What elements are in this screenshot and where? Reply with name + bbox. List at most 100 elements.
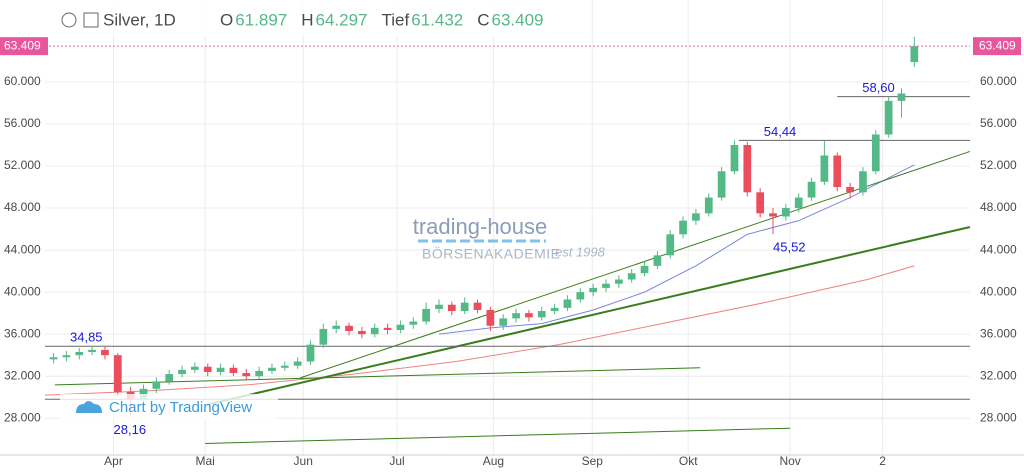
y-tick-label: 32.000: [980, 368, 1017, 382]
candle-body: [409, 321, 418, 325]
ohlc-value: 64.297: [316, 10, 368, 29]
ohlc-label: H: [301, 10, 313, 29]
candle-body: [756, 192, 765, 214]
watermark-est: est 1998: [555, 244, 606, 259]
x-tick-label: Jul: [389, 454, 404, 468]
y-tick-label: 56.000: [980, 116, 1017, 130]
y-tick-label: 40.000: [980, 284, 1017, 298]
candle-body: [293, 361, 302, 366]
ohlc-value: 61.897: [235, 10, 287, 29]
candle-body: [332, 325, 341, 329]
tv-logo: [76, 401, 102, 413]
candle-body: [113, 355, 122, 392]
watermark-title: trading-house: [413, 214, 548, 239]
candle-body: [178, 369, 186, 375]
ohlc-label: Tief: [382, 10, 410, 29]
y-tick-label: 32.000: [4, 368, 41, 382]
candle-body: [75, 352, 84, 356]
candle-body: [743, 145, 752, 193]
grid: [0, 0, 1024, 456]
header-bg: [0, 0, 560, 36]
candle-body: [319, 328, 328, 345]
watermark-sub: BÖRSENAKADEMIE: [422, 245, 560, 262]
candle-body: [871, 134, 880, 172]
candle-body: [358, 331, 366, 335]
y-tick-label: 48.000: [980, 200, 1017, 214]
candle-body: [280, 365, 289, 368]
x-tick-label: Aug: [483, 454, 504, 468]
candle-body: [525, 313, 533, 318]
candle-body: [627, 273, 636, 280]
candle-body: [730, 145, 739, 172]
candle-body: [447, 304, 456, 312]
ohlc-value: 63.409: [492, 10, 544, 29]
moving-average: [44, 265, 915, 396]
y-tick-label: 28.000: [980, 410, 1017, 424]
candle-body: [717, 171, 726, 198]
trendline: [54, 367, 701, 386]
compare-icon[interactable]: [83, 12, 99, 28]
candle-body: [345, 325, 353, 332]
candle-body: [807, 181, 816, 198]
y-tick-label: 52.000: [980, 158, 1017, 172]
candle-body: [486, 309, 495, 326]
annotation: 28,16: [114, 422, 147, 437]
y-tick-label: 28.000: [4, 410, 41, 424]
candle-body: [396, 324, 405, 330]
ohlc-value: 61.432: [411, 10, 463, 29]
moving-average: [438, 164, 915, 335]
candle-body: [370, 327, 379, 335]
y-tick-label: 60.000: [980, 74, 1017, 88]
last-price-tag: [0, 37, 48, 56]
candle-body: [512, 313, 520, 319]
ohlc-header: O 61.897 H 64.297 Tief 61.432 C 63.409: [220, 10, 544, 29]
x-tick-label: Sep: [582, 454, 604, 468]
y-tick-label: 56.000: [4, 116, 41, 130]
candle-body: [216, 367, 225, 372]
candle-body: [101, 349, 109, 356]
candle-body: [704, 197, 713, 214]
plot: 58,60 54,44 34,85 45,52 28,16: [44, 36, 971, 444]
candle-body: [550, 307, 559, 312]
last-price-label: 63.409: [979, 38, 1016, 52]
x-tick-label: Jun: [294, 454, 313, 468]
candle-body: [833, 155, 842, 188]
candle-body: [152, 381, 161, 389]
candle-body: [242, 373, 251, 377]
candle-body: [383, 327, 392, 330]
candle-body: [640, 265, 649, 274]
y-tick-label: 52.000: [4, 158, 41, 172]
x-tick-label: Apr: [104, 454, 123, 468]
collapse-icon[interactable]: [61, 12, 77, 28]
credit[interactable]: Chart by TradingView: [109, 399, 252, 416]
y-tick-label: 48.000: [4, 200, 41, 214]
candle-body: [769, 213, 777, 217]
candle-body: [576, 292, 585, 300]
candle-body: [191, 366, 199, 370]
candle-body: [88, 349, 96, 353]
candle-body: [794, 197, 803, 209]
y-tick-label: 40.000: [4, 284, 41, 298]
candle-body: [859, 171, 867, 193]
candle-body: [473, 302, 482, 310]
ohlc-label: O: [220, 10, 233, 29]
candle-body: [499, 318, 508, 326]
trendline: [205, 427, 791, 444]
candle-body: [563, 299, 572, 308]
y-tick-label: 44.000: [4, 242, 41, 256]
candle-body: [679, 220, 687, 235]
candle-body: [203, 366, 212, 372]
ohlc-label: C: [477, 10, 489, 29]
candle-body: [653, 255, 662, 266]
level-label: 58,60: [862, 80, 895, 95]
candle-body: [165, 374, 174, 382]
candle-body: [268, 367, 276, 371]
x-tick-label: Mai: [195, 454, 214, 468]
candle-body: [666, 234, 675, 256]
candle-body: [589, 287, 598, 293]
candle-body: [460, 302, 469, 312]
candle-body: [782, 208, 790, 217]
y-tick-label: 36.000: [4, 326, 41, 340]
candle-body: [537, 311, 546, 318]
